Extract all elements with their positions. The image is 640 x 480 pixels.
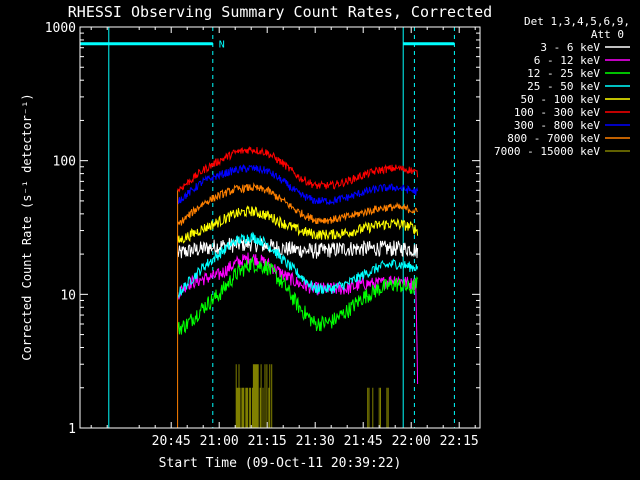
legend-label: 100 - 300 keV	[514, 106, 600, 119]
legend-label: 50 - 100 keV	[521, 93, 601, 106]
legend-label: 12 - 25 keV	[527, 67, 600, 80]
series-5	[177, 205, 419, 244]
series-line	[177, 164, 419, 206]
series-8	[177, 182, 418, 226]
y-axis-label: Corrected Count Rate (s⁻¹ detector⁻¹)	[20, 93, 34, 360]
y-tick-label: 100	[53, 155, 76, 170]
legend-label: 7000 - 15000 keV	[494, 145, 600, 158]
series-line	[177, 231, 419, 299]
x-tick-label: 21:30	[296, 434, 335, 449]
legend-label: 25 - 50 keV	[527, 80, 600, 93]
legend-header-line-1: Det 1,3,4,5,6,9,	[524, 15, 630, 28]
y-tick-label: 10	[60, 288, 76, 303]
series-1	[177, 235, 419, 259]
legend-header-line-2: Att 0	[591, 28, 624, 41]
x-tick-label: 21:00	[200, 434, 239, 449]
series-line	[177, 252, 419, 385]
x-tick-label: 21:15	[248, 434, 287, 449]
series-line	[177, 235, 419, 259]
night-marker-label: N	[219, 40, 225, 51]
series-6	[177, 145, 419, 193]
x-tick-label: 22:00	[392, 434, 431, 449]
legend-label: 6 - 12 keV	[534, 54, 601, 67]
legend-label: 800 - 7000 keV	[507, 132, 600, 145]
series-line	[177, 205, 419, 244]
chart-title: RHESSI Observing Summary Count Rates, Co…	[68, 3, 492, 21]
x-axis-label: Start Time (09-Oct-11 20:39:22)	[159, 456, 402, 471]
x-tick-label: 20:45	[152, 434, 191, 449]
series-bursts	[235, 364, 389, 428]
legend-label: 300 - 800 keV	[514, 119, 600, 132]
series-2	[177, 252, 419, 385]
series-line	[177, 257, 419, 335]
y-tick-label: 1	[68, 422, 76, 437]
y-tick-label: 1000	[45, 21, 76, 36]
x-tick-label: 21:45	[344, 434, 383, 449]
axis-layer: 20:45 21:00 21:15 21:30 21:45 22:00 22:15 1 10 10…	[45, 21, 480, 449]
x-tick-label: 22:15	[440, 434, 479, 449]
series-4	[177, 231, 419, 299]
series-line	[177, 182, 418, 226]
series-line	[177, 145, 419, 193]
plot-frame	[79, 26, 481, 429]
series-7	[177, 164, 419, 206]
series-3	[177, 257, 419, 335]
legend-label: 3 - 6 keV	[540, 41, 600, 54]
